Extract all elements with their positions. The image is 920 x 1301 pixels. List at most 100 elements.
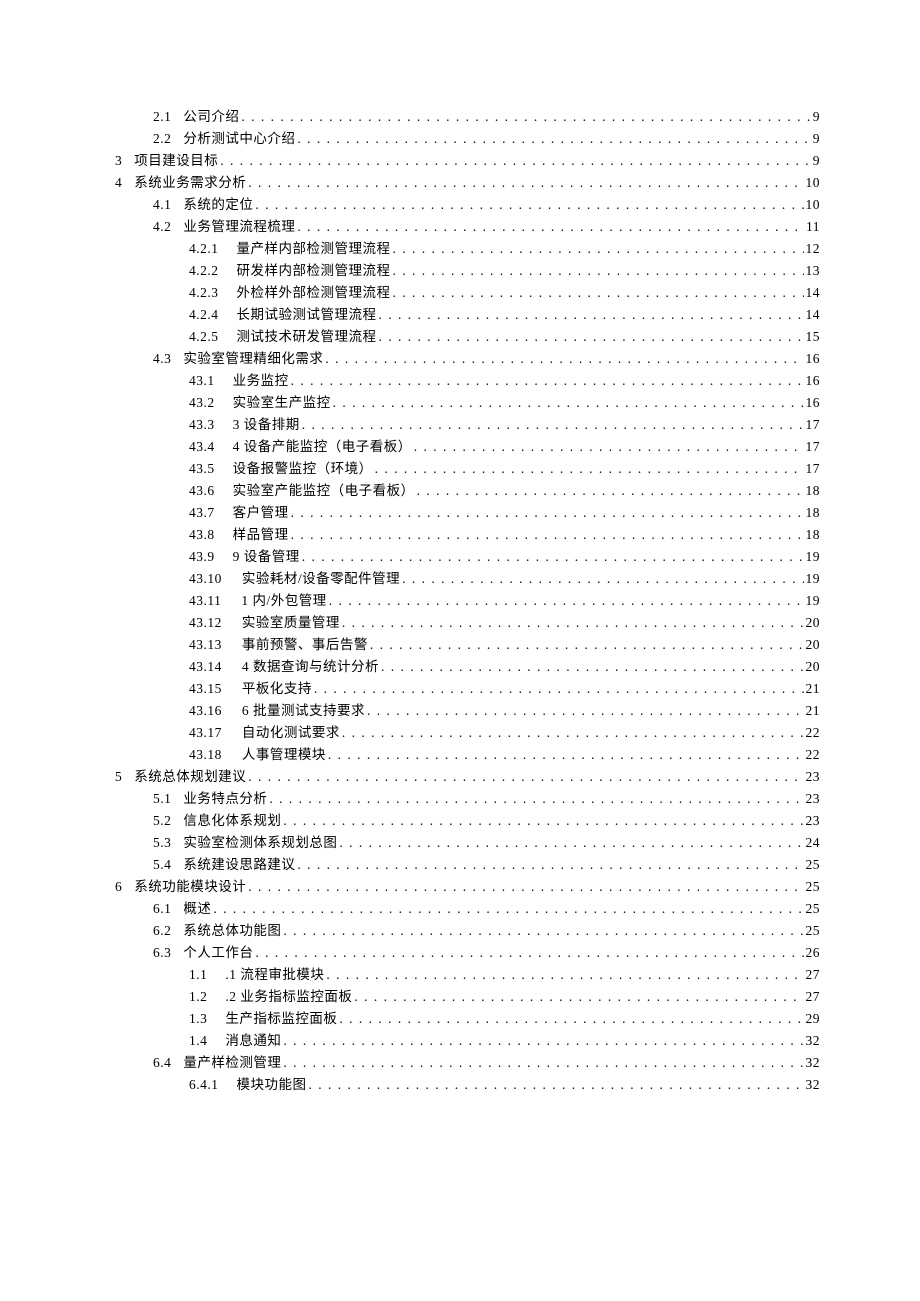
toc-entry-page: 25 [806,858,821,872]
toc-entry[interactable]: 5.3实验室检测体系规划总图. . . . . . . . . . . . . … [115,836,820,850]
toc-entry[interactable]: 43.10实验耗材/设备零配件管理. . . . . . . . . . . .… [115,572,820,586]
toc-entry[interactable]: 4.2.4长期试验测试管理流程. . . . . . . . . . . . .… [115,308,820,322]
toc-entry-number: 6.3 [153,946,171,960]
toc-leader-dots: . . . . . . . . . . . . . . . . . . . . … [379,308,804,322]
toc-entry[interactable]: 5.1业务特点分析. . . . . . . . . . . . . . . .… [115,792,820,806]
toc-entry[interactable]: 43.2实验室生产监控. . . . . . . . . . . . . . .… [115,396,820,410]
toc-leader-dots: . . . . . . . . . . . . . . . . . . . . … [393,242,804,256]
toc-entry[interactable]: 6.2系统总体功能图. . . . . . . . . . . . . . . … [115,924,820,938]
toc-leader-dots: . . . . . . . . . . . . . . . . . . . . … [248,880,803,894]
toc-entry[interactable]: 43.13事前预警、事后告警. . . . . . . . . . . . . … [115,638,820,652]
toc-entry[interactable]: 4.2.5测试技术研发管理流程. . . . . . . . . . . . .… [115,330,820,344]
toc-entry-title: 项目建设目标 [134,154,218,168]
toc-entry[interactable]: 3项目建设目标. . . . . . . . . . . . . . . . .… [115,154,820,168]
toc-entry[interactable]: 1.2.2 业务指标监控面板. . . . . . . . . . . . . … [115,990,820,1004]
toc-entry-page: 20 [806,616,821,630]
toc-entry[interactable]: 6.3个人工作台. . . . . . . . . . . . . . . . … [115,946,820,960]
toc-entry-number: 5.2 [153,814,171,828]
toc-entry-number: 6.1 [153,902,171,916]
toc-entry[interactable]: 1.4消息通知. . . . . . . . . . . . . . . . .… [115,1034,820,1048]
toc-entry[interactable]: 5.2信息化体系规划. . . . . . . . . . . . . . . … [115,814,820,828]
toc-entry-title: 消息通知 [225,1034,281,1048]
toc-entry[interactable]: 4.2.1量产样内部检测管理流程. . . . . . . . . . . . … [115,242,820,256]
toc-entry[interactable]: 1.3生产指标监控面板. . . . . . . . . . . . . . .… [115,1012,820,1026]
toc-entry-page: 26 [806,946,821,960]
toc-entry-page: 14 [806,286,821,300]
toc-leader-dots: . . . . . . . . . . . . . . . . . . . . … [302,550,804,564]
toc-leader-dots: . . . . . . . . . . . . . . . . . . . . … [248,176,803,190]
toc-entry-page: 16 [806,374,821,388]
toc-leader-dots: . . . . . . . . . . . . . . . . . . . . … [370,638,804,652]
toc-entry[interactable]: 4.3实验室管理精细化需求. . . . . . . . . . . . . .… [115,352,820,366]
toc-entry-title: 系统功能模块设计 [134,880,246,894]
toc-entry[interactable]: 5 系统总体规划建议. . . . . . . . . . . . . . . .… [115,770,820,784]
toc-entry[interactable]: 5.4系统建设思路建议. . . . . . . . . . . . . . .… [115,858,820,872]
toc-entry-number: 1.4 [189,1034,207,1048]
toc-entry-page: 19 [806,594,821,608]
toc-entry-number: 4.2 [153,220,171,234]
toc-entry-title: .1 流程审批模块 [225,968,324,982]
toc-entry[interactable]: 43.15平板化支持. . . . . . . . . . . . . . . … [115,682,820,696]
toc-entry[interactable]: 43.8样品管理. . . . . . . . . . . . . . . . … [115,528,820,542]
toc-entry-title: 实验耗材/设备零配件管理 [242,572,400,586]
toc-leader-dots: . . . . . . . . . . . . . . . . . . . . … [342,726,804,740]
toc-entry-page: 12 [806,242,821,256]
toc-entry[interactable]: 43.18人事管理模块. . . . . . . . . . . . . . .… [115,748,820,762]
toc-leader-dots: . . . . . . . . . . . . . . . . . . . . … [342,616,804,630]
toc-entry-title: 样品管理 [233,528,289,542]
toc-entry[interactable]: 43.1业务监控. . . . . . . . . . . . . . . . … [115,374,820,388]
toc-entry[interactable]: 43.166 批量测试支持要求. . . . . . . . . . . . .… [115,704,820,718]
toc-entry[interactable]: 43.144 数据查询与统计分析. . . . . . . . . . . . … [115,660,820,674]
toc-entry[interactable]: 6.4量产样检测管理. . . . . . . . . . . . . . . … [115,1056,820,1070]
toc-entry[interactable]: 6.4.1模块功能图. . . . . . . . . . . . . . . … [115,1078,820,1092]
toc-entry[interactable]: 43.6实验室产能监控（电子看板）. . . . . . . . . . . .… [115,484,820,498]
toc-entry[interactable]: 6系统功能模块设计. . . . . . . . . . . . . . . .… [115,880,820,894]
toc-entry[interactable]: 1.1.1 流程审批模块. . . . . . . . . . . . . . … [115,968,820,982]
toc-entry-title: 量产样检测管理 [183,1056,281,1070]
toc-entry[interactable]: 4.2.3 外检样外部检测管理流程. . . . . . . . . . . . … [115,286,820,300]
toc-entry-number: 43.12 [189,616,222,630]
toc-entry-title: 系统总体规划建议 [134,770,246,784]
toc-leader-dots: . . . . . . . . . . . . . . . . . . . . … [328,748,804,762]
toc-entry[interactable]: 2.1公司介绍. . . . . . . . . . . . . . . . .… [115,110,820,124]
toc-leader-dots: . . . . . . . . . . . . . . . . . . . . … [381,660,804,674]
toc-entry-number: 4.1 [153,198,171,212]
toc-leader-dots: . . . . . . . . . . . . . . . . . . . . … [393,286,804,300]
toc-entry[interactable]: 4.1系统的定位. . . . . . . . . . . . . . . . … [115,198,820,212]
toc-entry[interactable]: 43.12实验室质量管理. . . . . . . . . . . . . . … [115,616,820,630]
toc-entry[interactable]: 4.2业务管理流程梳理. . . . . . . . . . . . . . .… [115,220,820,234]
toc-leader-dots: . . . . . . . . . . . . . . . . . . . . … [248,770,803,784]
toc-entry-page: 32 [806,1078,821,1092]
toc-leader-dots: . . . . . . . . . . . . . . . . . . . . … [367,704,804,718]
toc-entry[interactable]: 43.99 设备管理. . . . . . . . . . . . . . . … [115,550,820,564]
toc-entry[interactable]: 43.44 设备产能监控（电子看板）. . . . . . . . . . . … [115,440,820,454]
toc-entry-number: 43.8 [189,528,215,542]
toc-leader-dots: . . . . . . . . . . . . . . . . . . . . … [379,330,804,344]
toc-entry-number: 5 [115,770,122,784]
toc-entry[interactable]: 6.1概述. . . . . . . . . . . . . . . . . .… [115,902,820,916]
toc-entry-page: 21 [806,704,821,718]
toc-entry[interactable]: 4.2.2研发样内部检测管理流程. . . . . . . . . . . . … [115,264,820,278]
toc-entry[interactable]: 43.33 设备排期. . . . . . . . . . . . . . . … [115,418,820,432]
toc-entry[interactable]: 43.111 内/外包管理. . . . . . . . . . . . . .… [115,594,820,608]
toc-entry-title: 外检样外部检测管理流程 [237,286,391,300]
toc-leader-dots: . . . . . . . . . . . . . . . . . . . . … [414,440,804,454]
toc-entry-number: 4.2.1 [189,242,219,256]
toc-entry-page: 10 [806,176,821,190]
toc-entry-number: 43.16 [189,704,222,718]
toc-entry[interactable]: 2.2分析测试中心介绍. . . . . . . . . . . . . . .… [115,132,820,146]
toc-entry[interactable]: 4系统业务需求分析. . . . . . . . . . . . . . . .… [115,176,820,190]
toc-entry-number: 2.1 [153,110,171,124]
toc-entry-number: 43.15 [189,682,222,696]
toc-entry-page: 11 [806,220,820,234]
toc-entry-page: 22 [806,748,821,762]
toc-entry-number: 4.2.2 [189,264,219,278]
toc-entry[interactable]: 43.5设备报警监控（环境）. . . . . . . . . . . . . … [115,462,820,476]
toc-entry[interactable]: 43.17自动化测试要求. . . . . . . . . . . . . . … [115,726,820,740]
toc-entry[interactable]: 43.7客户管理. . . . . . . . . . . . . . . . … [115,506,820,520]
toc-entry-number: 43.4 [189,440,215,454]
toc-entry-title: 系统建设思路建议 [183,858,295,872]
toc-leader-dots: . . . . . . . . . . . . . . . . . . . . … [255,198,803,212]
toc-entry-number: 4.2.3 [189,286,219,300]
toc-leader-dots: . . . . . . . . . . . . . . . . . . . . … [326,968,803,982]
